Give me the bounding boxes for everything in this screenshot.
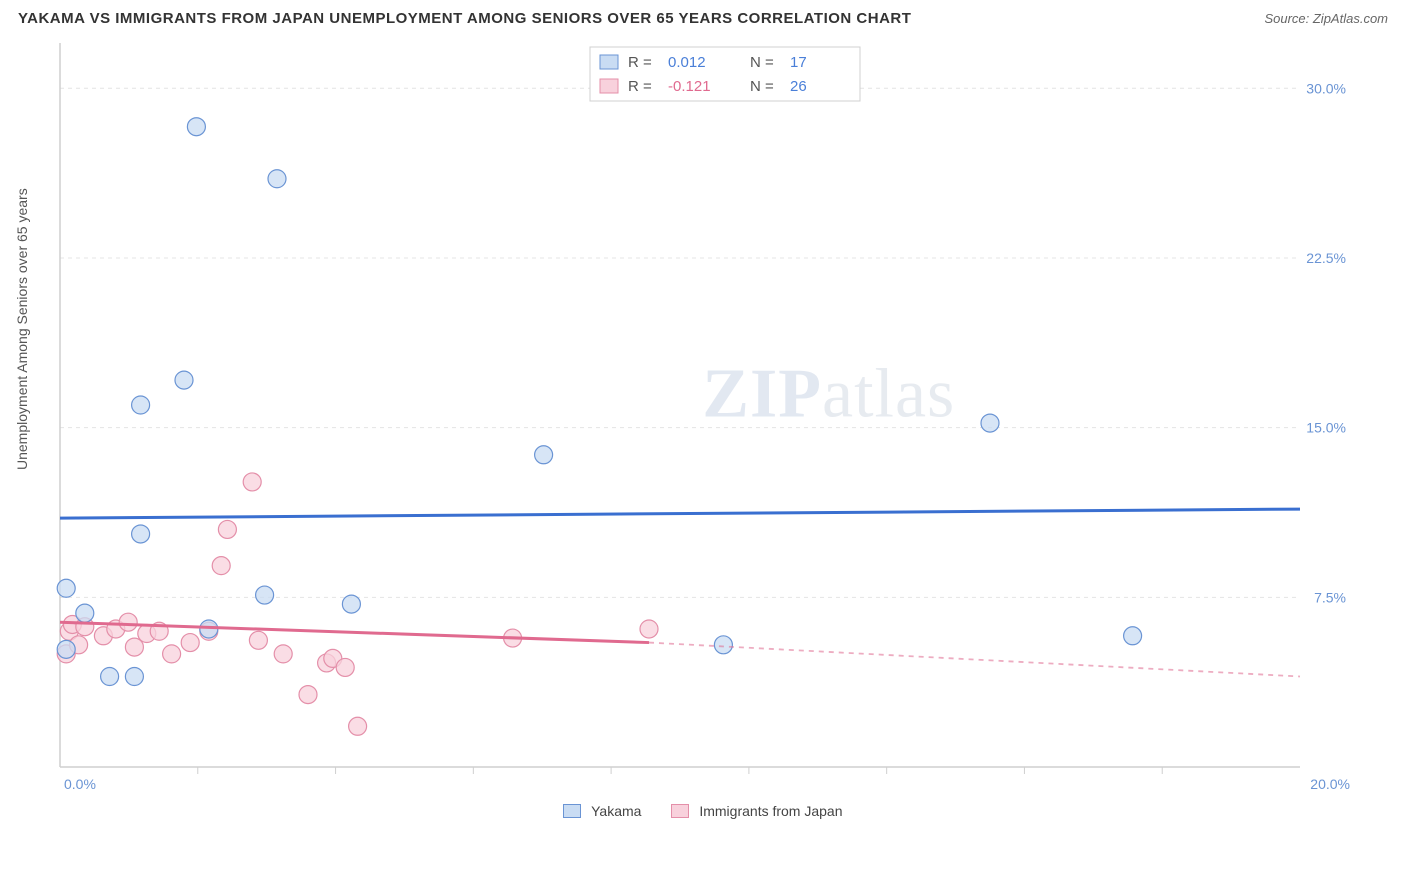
chart-area: 7.5% 15.0% 22.5% 30.0% ZIPatlas 0.0% 20.0% R = 0… [50,37,1406,797]
source-label: Source: ZipAtlas.com [1264,11,1388,26]
svg-text:N =: N = [750,78,774,95]
scatter-plot: 7.5% 15.0% 22.5% 30.0% ZIPatlas 0.0% 20.0% R = 0… [50,37,1360,797]
swatch-icon [563,804,581,818]
svg-text:-0.121: -0.121 [668,78,711,95]
svg-text:N =: N = [750,54,774,71]
svg-text:ZIPatlas: ZIPatlas [702,355,955,432]
legend-label: Immigrants from Japan [699,803,842,819]
legend-item-yakama: Yakama [563,803,641,819]
svg-text:0.0%: 0.0% [64,776,96,792]
swatch-icon [671,804,689,818]
svg-text:22.5%: 22.5% [1306,250,1346,266]
svg-text:0.012: 0.012 [668,54,706,71]
svg-text:R =: R = [628,78,652,95]
svg-text:20.0%: 20.0% [1310,776,1350,792]
svg-text:15.0%: 15.0% [1306,420,1346,436]
svg-text:7.5%: 7.5% [1314,589,1346,605]
y-axis-label: Unemployment Among Seniors over 65 years [14,188,30,470]
svg-text:30.0%: 30.0% [1306,80,1346,96]
chart-title: YAKAMA VS IMMIGRANTS FROM JAPAN UNEMPLOY… [18,10,911,27]
svg-text:R =: R = [628,54,652,71]
svg-text:26: 26 [790,78,807,95]
legend-item-japan: Immigrants from Japan [671,803,842,819]
svg-text:17: 17 [790,54,807,71]
legend-label: Yakama [591,803,641,819]
bottom-legend: Yakama Immigrants from Japan [0,803,1406,819]
